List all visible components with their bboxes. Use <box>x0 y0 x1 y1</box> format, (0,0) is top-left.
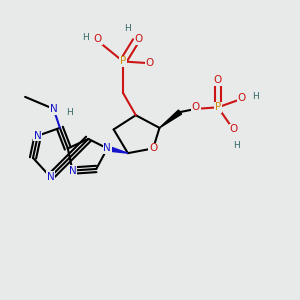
Polygon shape <box>160 110 182 128</box>
Text: N: N <box>69 166 76 176</box>
Text: O: O <box>238 93 246 103</box>
Text: P: P <box>215 102 221 112</box>
Text: O: O <box>214 75 222 85</box>
Text: H: H <box>253 92 259 101</box>
Text: O: O <box>230 124 238 134</box>
Text: N: N <box>46 172 54 182</box>
Text: H: H <box>66 108 73 117</box>
Polygon shape <box>107 146 128 153</box>
Text: N: N <box>50 104 57 114</box>
Text: P: P <box>120 56 126 67</box>
Text: H: H <box>234 141 240 150</box>
Text: H: H <box>82 33 88 42</box>
Text: O: O <box>146 58 154 68</box>
Text: O: O <box>134 34 142 44</box>
Text: O: O <box>149 143 157 153</box>
Text: H: H <box>124 24 131 33</box>
Text: N: N <box>34 131 42 141</box>
Text: O: O <box>94 34 102 44</box>
Text: O: O <box>192 102 200 112</box>
Text: N: N <box>103 143 111 153</box>
